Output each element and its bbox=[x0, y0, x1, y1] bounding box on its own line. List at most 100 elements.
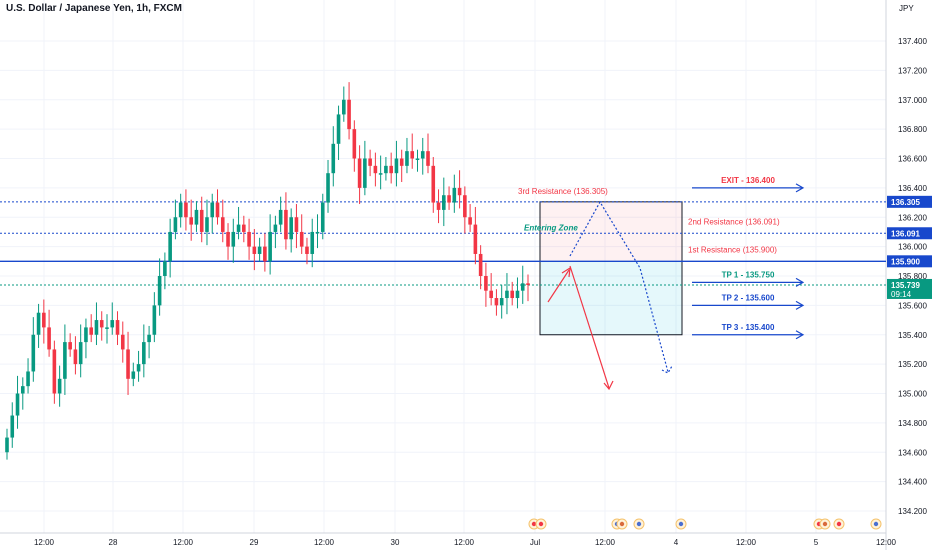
candle-body bbox=[405, 151, 409, 166]
candle-body bbox=[10, 415, 15, 438]
candle-body bbox=[284, 209, 288, 240]
event-marker-dot bbox=[619, 521, 625, 527]
candle-body bbox=[368, 158, 372, 166]
candle-body bbox=[210, 202, 215, 218]
candle-body bbox=[26, 371, 30, 387]
candle-body bbox=[526, 283, 530, 285]
candle-body bbox=[389, 165, 393, 174]
candle-body bbox=[36, 312, 41, 335]
candle-body bbox=[115, 320, 120, 335]
candle-body bbox=[78, 342, 83, 365]
y-tick-label: 135.000 bbox=[898, 390, 927, 399]
x-tick-label: 4 bbox=[674, 538, 679, 547]
candle-body bbox=[205, 217, 209, 232]
candle-body bbox=[515, 290, 520, 299]
candle-body bbox=[310, 231, 315, 254]
candle-body bbox=[463, 195, 467, 218]
candle-body bbox=[199, 209, 204, 232]
candle-body bbox=[415, 158, 420, 160]
candle-body bbox=[336, 114, 341, 144]
resistance-label-3: 3rd Resistance (136.305) bbox=[518, 187, 608, 196]
y-tick-label: 136.600 bbox=[898, 155, 927, 164]
candle-body bbox=[289, 217, 293, 240]
event-marker-dot bbox=[873, 521, 879, 527]
candle-body bbox=[305, 246, 309, 254]
candle-body bbox=[126, 349, 130, 379]
x-tick-label: 29 bbox=[250, 538, 259, 547]
target-label: TP 2 - 135.600 bbox=[722, 293, 775, 302]
event-marker-dot bbox=[822, 521, 828, 527]
candle-body bbox=[194, 209, 199, 225]
x-tick-label: 30 bbox=[391, 538, 400, 547]
event-marker-dot bbox=[636, 521, 642, 527]
candle-body bbox=[57, 378, 62, 394]
candle-body bbox=[447, 195, 451, 203]
candle-body bbox=[494, 298, 499, 306]
candle-body bbox=[247, 231, 251, 247]
candle-body bbox=[226, 231, 230, 247]
entering-zone-label: Entering Zone bbox=[524, 223, 578, 232]
candle-body bbox=[42, 312, 46, 328]
candle-body bbox=[131, 371, 136, 379]
candle-body bbox=[152, 305, 157, 335]
candle-body bbox=[94, 320, 99, 335]
candle-body bbox=[457, 187, 462, 196]
candle-body bbox=[373, 165, 378, 174]
candle-body bbox=[431, 165, 436, 203]
candle-body bbox=[178, 202, 183, 218]
candle-body bbox=[384, 165, 388, 174]
candle-body bbox=[168, 231, 172, 262]
candle-body bbox=[273, 224, 278, 232]
sell-zone bbox=[540, 201, 682, 262]
event-marker-dot bbox=[538, 521, 544, 527]
bear-projection-head bbox=[603, 380, 614, 391]
x-tick-label: 12:00 bbox=[173, 538, 194, 547]
candle-body bbox=[342, 99, 346, 115]
candle-body bbox=[231, 231, 236, 247]
price-label-bg bbox=[887, 255, 932, 268]
candle-body bbox=[31, 334, 36, 372]
x-tick-label: 28 bbox=[109, 538, 118, 547]
candle-body bbox=[252, 246, 257, 254]
x-tick-label: 5 bbox=[814, 538, 819, 547]
candle-body bbox=[331, 143, 336, 174]
price-label: 136.091 bbox=[891, 229, 920, 238]
y-tick-label: 135.800 bbox=[898, 272, 927, 281]
y-tick-label: 135.400 bbox=[898, 331, 927, 340]
target-label: EXIT - 136.400 bbox=[721, 176, 775, 185]
price-label: 135.739 bbox=[891, 281, 920, 290]
target-label: TP 1 - 135.750 bbox=[722, 270, 775, 279]
candle-body bbox=[510, 290, 515, 299]
candle-body bbox=[5, 437, 9, 453]
event-marker-dot bbox=[836, 521, 842, 527]
price-label-bg bbox=[887, 227, 932, 240]
y-tick-label: 136.800 bbox=[898, 125, 927, 134]
candle-body bbox=[63, 342, 67, 379]
candle-body bbox=[15, 393, 20, 416]
bull-projection-head bbox=[561, 266, 571, 278]
candle-body bbox=[452, 187, 457, 203]
bear-projection-arrow bbox=[569, 265, 610, 389]
candle-body bbox=[468, 217, 472, 225]
price-label-bg bbox=[887, 195, 932, 208]
candle-body bbox=[399, 158, 404, 166]
candle-body bbox=[478, 253, 483, 276]
candle-body bbox=[52, 349, 57, 394]
candle-body bbox=[99, 320, 104, 328]
x-tick-label: Jul bbox=[530, 538, 540, 547]
target-zone bbox=[540, 261, 682, 335]
resistance-label-1: 1st Resistance (135.900) bbox=[688, 245, 777, 254]
candle-body bbox=[242, 224, 246, 232]
chart-title: U.S. Dollar / Japanese Yen, 1h, FXCM bbox=[6, 3, 182, 14]
candle-body bbox=[68, 342, 72, 350]
x-tick-label: 12:00 bbox=[34, 538, 55, 547]
candle-body bbox=[294, 217, 299, 232]
candle-body bbox=[357, 158, 362, 188]
y-tick-label: 136.400 bbox=[898, 184, 927, 193]
x-tick-label: 12:00 bbox=[454, 538, 475, 547]
candle-body bbox=[426, 151, 430, 166]
y-tick-label: 137.400 bbox=[898, 37, 927, 46]
dotted-projection-path bbox=[569, 200, 669, 373]
candle-body bbox=[489, 290, 493, 299]
